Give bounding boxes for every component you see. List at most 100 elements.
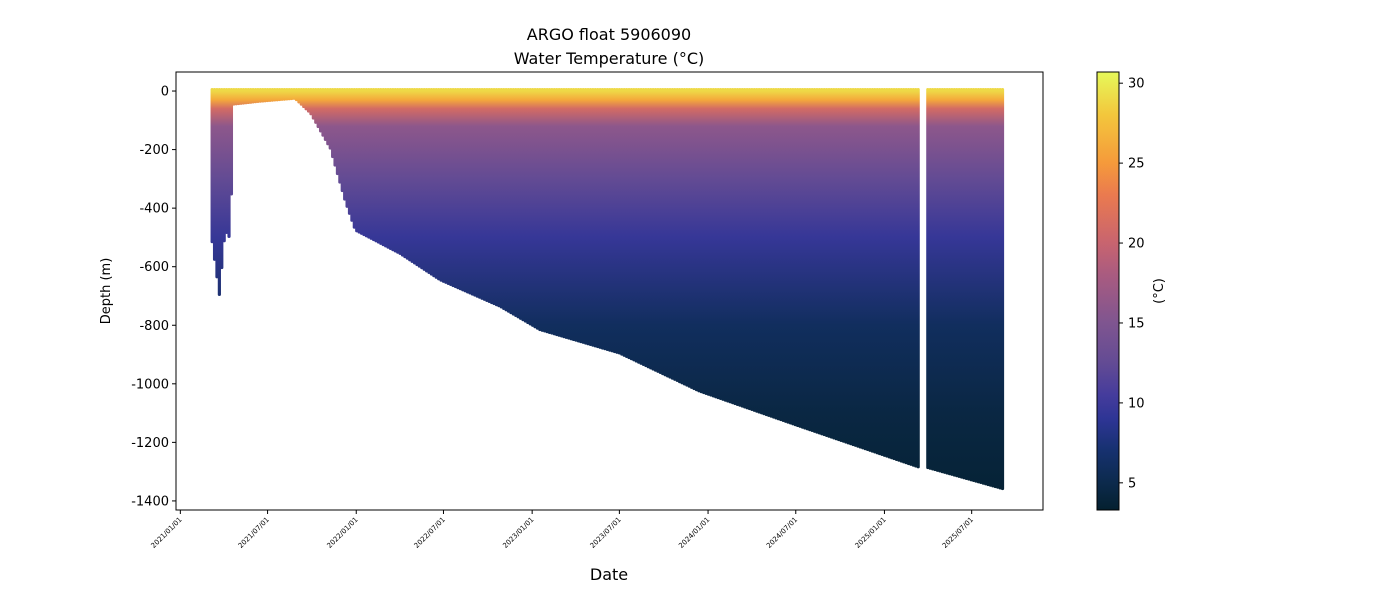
profile-line bbox=[849, 88, 853, 446]
profile-line bbox=[870, 88, 874, 453]
profile-line bbox=[596, 88, 600, 349]
profile-line bbox=[685, 88, 689, 387]
colorbar-ticks: 5 10 15 20 25 30 bbox=[1119, 77, 1145, 491]
profile-line bbox=[892, 88, 896, 461]
profile-line bbox=[400, 88, 405, 257]
profile-line bbox=[784, 88, 788, 423]
profile-line bbox=[822, 88, 826, 437]
profile-line bbox=[894, 88, 899, 461]
profile-line bbox=[940, 88, 944, 474]
profile-line bbox=[964, 88, 968, 480]
profile-line bbox=[217, 88, 221, 296]
profile-line bbox=[726, 88, 730, 403]
profile-line bbox=[593, 88, 597, 348]
profile-line bbox=[957, 88, 961, 478]
profile-line bbox=[434, 88, 438, 279]
profile-line bbox=[485, 88, 489, 302]
profile-line bbox=[798, 88, 802, 428]
profile-line bbox=[543, 88, 547, 333]
profile-line bbox=[408, 88, 412, 262]
profile-line bbox=[706, 88, 711, 396]
profile-line bbox=[603, 88, 607, 351]
profile-line bbox=[490, 88, 494, 305]
profile-line bbox=[916, 88, 920, 469]
profile-line bbox=[781, 88, 785, 422]
profile-line bbox=[928, 88, 932, 470]
profile-line bbox=[405, 88, 409, 260]
profile-line bbox=[249, 88, 253, 104]
profile-line bbox=[540, 88, 544, 332]
profile-line bbox=[306, 88, 311, 113]
profile-line bbox=[878, 88, 882, 456]
profile-line bbox=[331, 88, 335, 159]
profile-line bbox=[581, 88, 585, 344]
profile-line bbox=[981, 88, 985, 485]
profile-line bbox=[779, 88, 783, 422]
profile-line bbox=[952, 88, 956, 477]
profile-line bbox=[841, 88, 846, 443]
profile-line bbox=[417, 88, 421, 268]
profile-line bbox=[612, 88, 617, 354]
profile-line bbox=[567, 88, 571, 340]
profile-line bbox=[263, 88, 267, 103]
profile-line bbox=[518, 88, 523, 320]
profile-line bbox=[268, 88, 272, 102]
profile-line bbox=[723, 88, 728, 402]
profile-line bbox=[644, 88, 648, 368]
profile-line bbox=[227, 88, 231, 238]
profile-line bbox=[984, 88, 988, 486]
profile-line bbox=[326, 88, 330, 146]
y-tick-label: -1000 bbox=[131, 377, 169, 392]
profile-line bbox=[451, 88, 455, 288]
profile-line bbox=[926, 88, 930, 470]
profile-line bbox=[478, 88, 482, 299]
profile-line bbox=[379, 88, 383, 245]
profile-line bbox=[714, 88, 718, 399]
profile-line bbox=[969, 88, 973, 482]
profile-line bbox=[287, 88, 291, 101]
profile-line bbox=[559, 88, 564, 338]
x-tick-label: 2025/07/01 bbox=[941, 516, 975, 550]
profile-line bbox=[820, 88, 824, 436]
profile-line bbox=[933, 88, 937, 472]
profile-line bbox=[810, 88, 814, 433]
profile-line bbox=[555, 88, 559, 337]
profile-line bbox=[509, 88, 513, 315]
profile-line bbox=[292, 88, 296, 100]
profile-line bbox=[771, 88, 776, 419]
profile-line bbox=[757, 88, 761, 414]
profile-line bbox=[314, 88, 318, 124]
y-axis: 0 -200 -400 -600 -800 -1000 -1200 -1400 bbox=[131, 85, 176, 509]
profile-line bbox=[212, 88, 217, 261]
profile-line bbox=[991, 88, 995, 488]
profile-line bbox=[625, 88, 629, 358]
profile-line bbox=[316, 88, 320, 129]
profile-line bbox=[309, 88, 313, 116]
profile-line bbox=[733, 88, 737, 406]
profile-line bbox=[432, 88, 436, 278]
profile-line bbox=[641, 88, 646, 366]
axes-frame bbox=[175, 71, 1044, 511]
profile-line bbox=[909, 88, 913, 466]
profile-line bbox=[323, 88, 327, 142]
profile-line bbox=[584, 88, 588, 345]
profile-line bbox=[858, 88, 862, 449]
profile-line bbox=[974, 88, 978, 483]
x-tick-label: 2021/01/01 bbox=[150, 516, 184, 550]
profile-line bbox=[632, 88, 636, 362]
profile-line bbox=[704, 88, 708, 395]
profile-line bbox=[446, 88, 450, 285]
y-tick-label: -200 bbox=[139, 143, 169, 158]
profile-line bbox=[273, 88, 277, 102]
profile-line bbox=[475, 88, 479, 298]
profile-line bbox=[653, 88, 658, 372]
profile-line bbox=[579, 88, 583, 344]
profile-line bbox=[911, 88, 915, 467]
profile-line bbox=[769, 88, 773, 418]
profile-line bbox=[598, 88, 602, 349]
profile-line bbox=[697, 88, 701, 393]
profile-line bbox=[950, 88, 954, 476]
profile-line bbox=[506, 88, 511, 313]
profile-line bbox=[851, 88, 855, 447]
